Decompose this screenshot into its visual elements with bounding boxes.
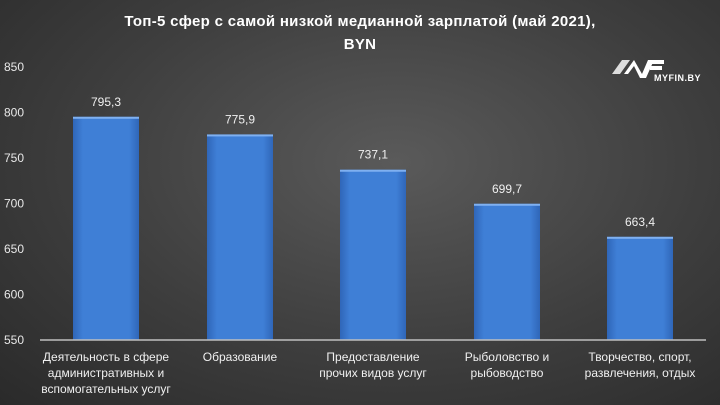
data-label: 699,7 [492, 182, 522, 196]
logo-text: MYFIN.BY [654, 73, 702, 83]
x-tick-label: Образование [203, 350, 278, 364]
x-tick-label: Творчество, спорт, развлечения, отдых [585, 350, 696, 380]
x-tick-label-line: Деятельность в сфере [43, 350, 170, 364]
bar-highlight [340, 169, 406, 172]
bar [207, 134, 273, 340]
chart-title: Топ-5 сфер с самой низкой медианной зарп… [0, 10, 720, 56]
data-label: 775,9 [225, 112, 255, 126]
x-tick-label: Рыболовство и рыбоводство [465, 350, 549, 380]
x-tick-label-line: Предоставление [326, 350, 420, 364]
y-tick-label: 850 [4, 60, 24, 74]
x-tick-label-line: прочих видов услуг [319, 366, 427, 380]
data-label: 737,1 [358, 148, 388, 162]
x-tick-label-line: рыбоводство [471, 366, 544, 380]
bar-highlight [607, 236, 673, 239]
y-tick-label: 800 [4, 106, 24, 120]
data-label: 663,4 [625, 215, 655, 229]
x-tick-label: Деятельность в сфере административных и вс… [41, 350, 171, 396]
x-tick-label-line: Образование [203, 350, 278, 364]
x-tick-label-line: административных и [48, 366, 164, 380]
bar [340, 169, 406, 340]
x-tick-label: Предоставление прочих видов услуг [319, 350, 427, 380]
title-line: Топ-5 сфер с самой низкой медианной зарп… [124, 13, 596, 30]
subtitle-line: BYN [343, 36, 377, 53]
x-tick-label-line: Творчество, спорт, [588, 350, 691, 364]
y-tick-label: 700 [4, 197, 24, 211]
myfin-logo [612, 60, 664, 78]
x-tick-label-line: Рыболовство и [465, 350, 549, 364]
bar-highlight [474, 203, 540, 206]
y-tick-label: 550 [4, 333, 24, 347]
bar [73, 116, 139, 340]
bar [607, 236, 673, 340]
bar [474, 203, 540, 340]
x-tick-label-line: вспомогательных услуг [41, 382, 171, 396]
y-tick-label: 750 [4, 151, 24, 165]
bar-highlight [73, 116, 139, 119]
y-tick-label: 600 [4, 288, 24, 302]
y-tick-label: 650 [4, 242, 24, 256]
x-tick-label-line: развлечения, отдых [585, 366, 696, 380]
bar-highlight [207, 134, 273, 137]
data-label: 795,3 [91, 95, 121, 109]
